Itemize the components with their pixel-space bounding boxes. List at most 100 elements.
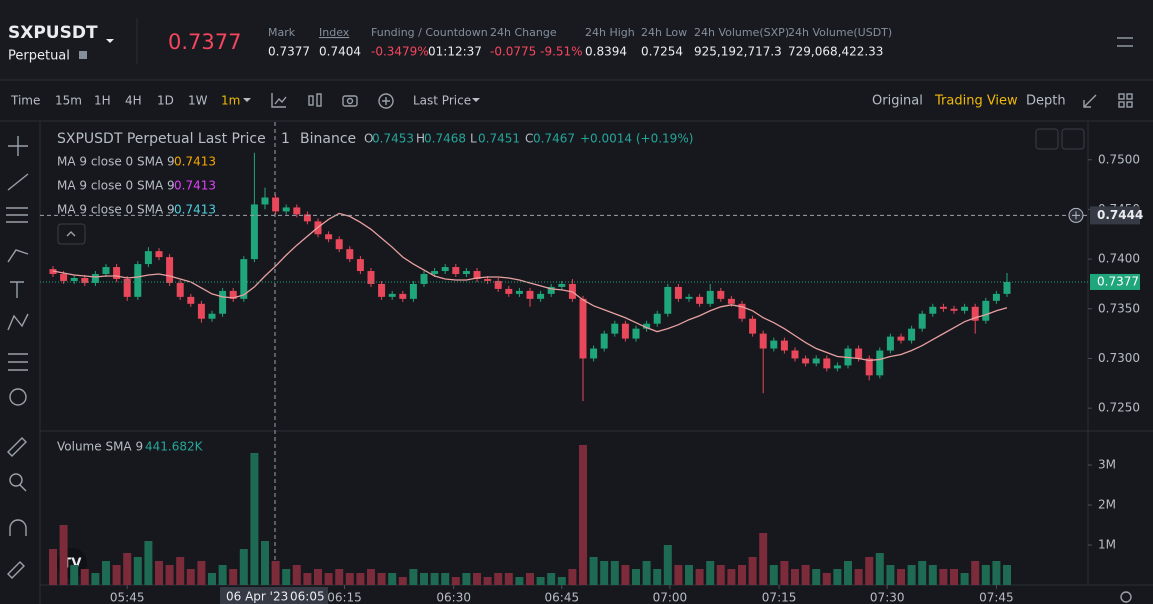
candle-body [897, 336, 905, 341]
volume-bar [208, 573, 216, 585]
volume-bar [695, 569, 704, 585]
volume-bar [49, 549, 57, 585]
symbol[interactable]: SXPUSDT [8, 23, 98, 43]
candle-body [250, 204, 258, 260]
crosshair-date: 06 Apr '23 [226, 590, 288, 604]
candle-body [388, 293, 396, 297]
candle-body [759, 333, 767, 349]
stat-value: 925,192,717.3 [694, 45, 782, 59]
candle-body [484, 278, 492, 281]
volume-bar [91, 573, 100, 585]
ohlc-value: 0.7467 [533, 132, 575, 146]
volume-bar [102, 561, 110, 585]
volume-bar [897, 569, 905, 585]
candle-body [91, 274, 99, 283]
toolbar-icons[interactable] [271, 93, 1133, 109]
interval[interactable]: 1W [188, 94, 208, 108]
volume-bar [653, 569, 662, 585]
stat-label: Mark [268, 26, 296, 39]
candle-body [505, 288, 513, 294]
x-tick-label: 06:45 [545, 591, 580, 604]
candle-body [579, 298, 587, 359]
caret [106, 39, 114, 43]
volume-bar [335, 569, 344, 585]
candle-body [621, 323, 629, 339]
candle-body [971, 306, 979, 321]
volume-bar [950, 569, 958, 585]
volume-bar [271, 561, 280, 585]
interval[interactable]: Time [10, 94, 40, 108]
volume-bar [377, 573, 386, 585]
candle-body [473, 271, 481, 279]
candle-body [547, 286, 555, 294]
volume-bar [981, 565, 990, 585]
drawing-tools[interactable] [6, 136, 29, 579]
candle-body [992, 293, 1000, 301]
interval[interactable]: 1m [221, 94, 240, 108]
candle-body [632, 328, 640, 339]
volume-bar [441, 573, 450, 585]
volume-bar [854, 569, 863, 585]
settings-icon[interactable] [1117, 37, 1133, 47]
volume-bar [473, 573, 481, 585]
button[interactable] [1035, 128, 1059, 150]
candle-body [749, 318, 757, 334]
candle-body [452, 267, 460, 275]
last-price-label: 0.7377 [1097, 274, 1139, 288]
candle-body [81, 277, 89, 283]
volume-bar [197, 561, 206, 585]
candle-body [780, 340, 788, 351]
collapse-button[interactable] [57, 223, 86, 245]
candle-body [558, 283, 566, 287]
volume-bar [504, 573, 513, 585]
candle-body [420, 274, 428, 284]
volume-bar [515, 577, 524, 585]
stat-value: 0.8394 [585, 45, 627, 59]
volume-bar [632, 569, 640, 585]
candle-body [367, 271, 375, 284]
ohlc-key: L [470, 132, 477, 146]
volume-bar [261, 541, 269, 585]
price-type[interactable]: Last Price [413, 94, 471, 108]
ohlc-value: 0.7451 [478, 132, 520, 146]
candle-body [939, 306, 947, 309]
interval[interactable]: 1H [94, 94, 111, 108]
volume-bar [462, 573, 471, 585]
candle-body [918, 313, 926, 329]
candle-body [346, 249, 354, 260]
view-tab[interactable]: Trading View [934, 94, 1018, 109]
y2-tick-label: 3M [1098, 458, 1116, 472]
candle-body [187, 296, 195, 304]
interval[interactable]: 4H [125, 94, 142, 108]
stat-value: 729,068,422.33 [788, 45, 883, 59]
volume-bar [367, 569, 375, 585]
interval[interactable]: 15m [55, 94, 82, 108]
volume-bar [176, 557, 185, 585]
stat-label: 24h Low [641, 26, 687, 39]
x-tick-label: 06:30 [436, 591, 471, 604]
candle-body [876, 350, 884, 376]
volume-bar [621, 565, 630, 585]
volume-bar [324, 573, 333, 585]
volume-bar [345, 573, 354, 585]
crosshair-time: 06:05 [290, 590, 325, 604]
view-tab[interactable]: Original [872, 94, 923, 109]
stat-label: 24h Volume(SXP) [694, 26, 789, 39]
candle-body [929, 306, 937, 314]
stat-label: 24h Change [490, 26, 557, 39]
volume-bar [822, 573, 831, 585]
volume-bar [738, 565, 746, 585]
candle-body [653, 313, 661, 324]
interval[interactable]: 1D [157, 94, 174, 108]
y2-tick-label: 2M [1098, 498, 1116, 512]
candle-body [219, 290, 227, 314]
price: 0.7377 [168, 30, 241, 54]
last-price-box [1090, 273, 1140, 290]
button[interactable] [1061, 128, 1085, 150]
x-tick-label: 05:45 [110, 591, 145, 604]
legend-change: +0.0014 (+0.19%) [580, 132, 693, 146]
view-tab[interactable]: Depth [1026, 94, 1066, 109]
candle-body [399, 293, 407, 299]
settings-icon[interactable] [1120, 591, 1132, 603]
